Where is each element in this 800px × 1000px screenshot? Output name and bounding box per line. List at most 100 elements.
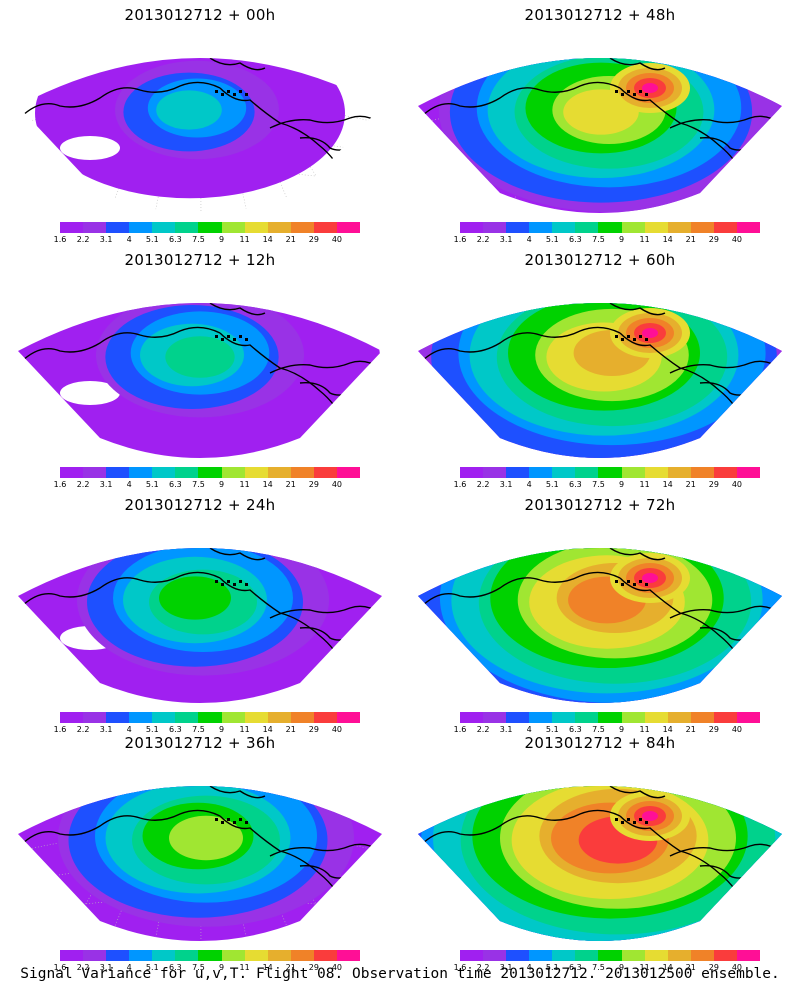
colorbar-swatch [644,222,668,233]
colorbar-label: 3.1 [499,963,513,972]
colorbar-label: 3.1 [499,480,513,489]
colorbar-swatch [713,950,737,961]
colorbar-label: 6.3 [169,963,182,972]
colorbar-label: 6.3 [569,963,582,972]
panel-title: 2013012712 + 00h [124,6,276,24]
colorbar-swatch [83,950,107,961]
colorbar-swatch [506,222,530,233]
colorbar-label: 4 [526,963,532,972]
forecast-map [18,285,382,458]
colorbar-label: 9 [618,725,625,734]
colorbar-swatch [690,950,714,961]
colorbar-swatch [644,950,668,961]
colorbar-label: 4 [526,480,532,489]
coastline [669,605,781,619]
colorbar-label: 11 [639,963,650,972]
colorbar-swatch [313,712,337,723]
colorbar-label: 4 [526,235,532,244]
panel-title: 2013012712 + 48h [524,6,676,24]
panel-title: 2013012712 + 12h [124,251,276,269]
forecast-map [418,40,782,213]
coastline [669,115,781,129]
colorbar-swatch [152,712,176,723]
colorbar-label: 29 [308,963,319,972]
colorbar-swatch [198,950,222,961]
colorbar [460,222,761,233]
figure-caption: Signal Variance for u,v,T. Flight 08. Ob… [20,966,780,982]
forecast-map [418,303,782,458]
colorbar-swatch [106,222,130,233]
colorbar-swatch [221,950,245,961]
colorbar-label: 2.2 [76,235,90,244]
coastline [550,40,670,48]
colorbar-swatch [336,712,361,723]
colorbar-swatch [483,467,507,478]
colorbar-labels: 1.6 2.2 3.1 4 5.1 6.3 7.5 9 11 14 21 29 40 [454,235,760,245]
colorbar-swatch [644,712,668,723]
colorbar-swatch [60,467,84,478]
colorbar [460,467,761,478]
colorbar-label: 6.3 [169,480,182,489]
colorbar-labels: 1.6 2.2 3.1 4 5.1 6.3 7.5 9 11 14 21 29 40 [454,725,760,735]
coastline [150,285,270,293]
coastline [269,115,381,129]
colorbar-label: 14 [662,235,673,244]
colorbar-swatch [552,222,576,233]
colorbar-label: 29 [308,480,319,489]
forecast-map [18,786,382,941]
colorbar-swatch [575,712,599,723]
colorbar-label: 1.6 [53,725,67,734]
variance-field [418,530,782,703]
coastline [550,530,670,538]
colorbar-swatch [244,222,268,233]
colorbar-label: 9 [618,235,625,244]
colorbar-label: 5.1 [145,480,159,489]
colorbar-swatch [667,467,691,478]
colorbar-swatch [460,950,484,961]
colorbar-swatch [621,222,645,233]
coastline [619,87,746,179]
colorbar-swatch [598,712,622,723]
colorbar-swatch [621,467,645,478]
colorbar [460,950,761,961]
colorbar-swatch [690,712,714,723]
colorbar-swatch [552,467,576,478]
panel-title: 2013012712 + 60h [524,251,676,269]
coastline [219,87,346,179]
colorbar-swatch [290,950,314,961]
colorbar-swatch [60,712,84,723]
colorbar-swatch [506,950,530,961]
coastline [219,815,346,907]
colorbar-swatch [152,222,176,233]
coastline [609,548,666,561]
variance-field [18,285,382,458]
coastline [669,843,781,857]
colorbar-swatch [313,950,337,961]
colorbar-label: 1.6 [53,235,67,244]
colorbar-label: 7.5 [592,480,605,489]
colorbar-swatch [129,950,153,961]
colorbar [60,222,361,233]
colorbar-label: 40 [731,235,743,244]
colorbar-swatch [621,950,645,961]
colorbar-label: 9 [218,235,225,244]
colorbar-label: 21 [685,963,696,972]
colorbar-label: 40 [731,725,743,734]
colorbar-label: 21 [285,235,296,244]
panel-title: 2013012712 + 36h [124,734,276,752]
colorbar-label: 6.3 [169,725,182,734]
colorbar-swatch [529,712,553,723]
colorbar-swatch [83,467,107,478]
colorbar-swatch [529,950,553,961]
colorbar [60,950,361,961]
colorbar-label: 14 [662,725,673,734]
colorbar-swatch [336,222,361,233]
colorbar-label: 6.3 [169,235,182,244]
colorbar-label: 6.3 [569,725,582,734]
colorbar-label: 7.5 [592,235,605,244]
colorbar-swatch [60,222,84,233]
colorbar-label: 5.1 [145,963,159,972]
forecast-map [418,786,782,941]
coastline [669,360,781,374]
colorbar-swatch [290,222,314,233]
